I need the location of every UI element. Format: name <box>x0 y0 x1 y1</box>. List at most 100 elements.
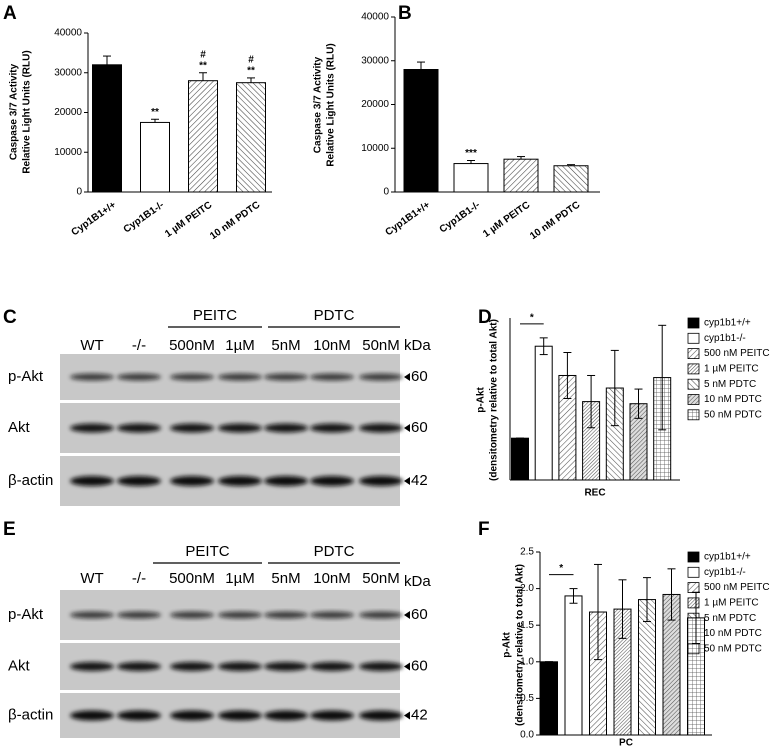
error-bar <box>634 388 643 419</box>
blot-band <box>70 662 114 671</box>
marker-label: 42 <box>411 472 428 489</box>
blot-band <box>359 373 403 381</box>
marker-label: 42 <box>411 706 428 723</box>
blot-band <box>117 611 161 619</box>
legend-label: 5 nM PDTC <box>704 613 756 624</box>
blot-band <box>117 710 161 721</box>
marker-arrow <box>404 662 410 671</box>
x-tick-label: Cyp1B1+/+ <box>384 200 433 239</box>
bar <box>540 661 558 736</box>
error-bar <box>103 55 111 65</box>
y-tick-label: 30000 <box>54 67 82 78</box>
blot-band <box>70 423 114 433</box>
blot-band <box>170 611 214 619</box>
lane-label: 50nM <box>362 570 400 587</box>
bar <box>564 595 583 736</box>
x-axis-label: REC <box>584 488 605 499</box>
legend-swatch <box>687 363 700 375</box>
legend-label: 50 nM PDTC <box>704 643 762 654</box>
legend-label: 500 nM PEITC <box>704 348 770 359</box>
lane-label: 500nM <box>169 570 215 587</box>
blot-band <box>218 710 262 721</box>
y-tick-label: 1.0 <box>520 656 534 667</box>
blot-band <box>170 710 214 721</box>
error-bar <box>247 77 255 83</box>
lane-label: 1µM <box>225 570 254 587</box>
marker-label: 60 <box>411 657 428 674</box>
legend-swatch <box>687 409 700 421</box>
y-tick-label: 40000 <box>361 12 389 23</box>
marker-arrow <box>404 611 410 619</box>
row-label: Akt <box>8 419 31 436</box>
legend-swatch <box>687 597 700 609</box>
legend-label: 1 µM PEITC <box>704 364 759 375</box>
blot-band <box>218 662 262 671</box>
blot-band <box>170 662 214 671</box>
y-tick-label: 0.0 <box>520 730 534 741</box>
error-bar <box>610 349 619 427</box>
marker-label: 60 <box>411 606 428 623</box>
lane-label: -/- <box>132 337 146 354</box>
panel-label: F <box>478 519 490 540</box>
blot-band <box>218 373 262 381</box>
row-label: p-Akt <box>8 606 44 623</box>
blot-band <box>117 373 161 381</box>
bar <box>92 64 122 193</box>
panel-label: C <box>3 307 17 328</box>
y-tick-label: 10000 <box>361 143 389 154</box>
blot-band <box>359 423 403 433</box>
lane-label: 5nM <box>271 337 300 354</box>
marker-arrow <box>404 424 410 432</box>
bar <box>453 163 489 193</box>
blot-band <box>310 476 354 486</box>
legend-swatch <box>687 643 700 655</box>
error-bar <box>151 118 159 123</box>
row-label: β-actin <box>8 472 53 489</box>
error-bar <box>569 588 578 604</box>
lane-label: 50nM <box>362 337 400 354</box>
error-bar <box>467 160 475 164</box>
error-bar <box>618 579 627 639</box>
legend-label: 10 nM PDTC <box>704 628 762 639</box>
blot-band <box>170 423 214 433</box>
legend-label: cyp1b1-/- <box>704 567 746 578</box>
blot-band <box>264 710 308 721</box>
group-label: PDTC <box>314 307 355 324</box>
lane-label: -/- <box>132 570 146 587</box>
marker-label: 60 <box>411 419 428 436</box>
y-tick-label: 20000 <box>361 99 389 110</box>
y-tick-label: 40000 <box>54 28 82 39</box>
blot-band <box>310 710 354 721</box>
group-label: PDTC <box>314 543 355 560</box>
significance: ** <box>199 60 207 71</box>
blot-band <box>310 423 354 433</box>
significance-hash: # <box>200 49 206 60</box>
lane-label: 10nM <box>313 570 351 587</box>
bar <box>534 345 553 481</box>
blot-band <box>218 476 262 486</box>
blot-band <box>264 476 308 486</box>
legend-swatch <box>687 551 700 563</box>
significance: ** <box>247 66 255 77</box>
legend-swatch <box>687 566 700 578</box>
blot-band <box>170 373 214 381</box>
blot-band <box>117 662 161 671</box>
blot-band <box>264 611 308 619</box>
bar <box>553 165 589 193</box>
y-tick-label: 0 <box>76 187 82 198</box>
y-axis-label: (densitometry relative to total Akt) <box>489 319 500 481</box>
y-tick-label: 10000 <box>54 147 82 158</box>
lane-label: 10nM <box>313 337 351 354</box>
blot-band <box>310 373 354 381</box>
row-label: Akt <box>8 657 31 674</box>
error-bar <box>594 563 602 661</box>
panel-label: E <box>3 519 16 540</box>
legend-label: cyp1b1-/- <box>704 333 746 344</box>
y-tick-label: 2.5 <box>520 547 534 558</box>
blot-band <box>264 423 308 433</box>
bar <box>503 158 539 193</box>
y-axis-label: (densitometry relative to total Akt) <box>515 564 526 726</box>
unit-label: kDa <box>404 337 431 354</box>
y-axis-label: Relative Light Units (RLU) <box>22 50 33 173</box>
panel-label: D <box>478 307 492 328</box>
